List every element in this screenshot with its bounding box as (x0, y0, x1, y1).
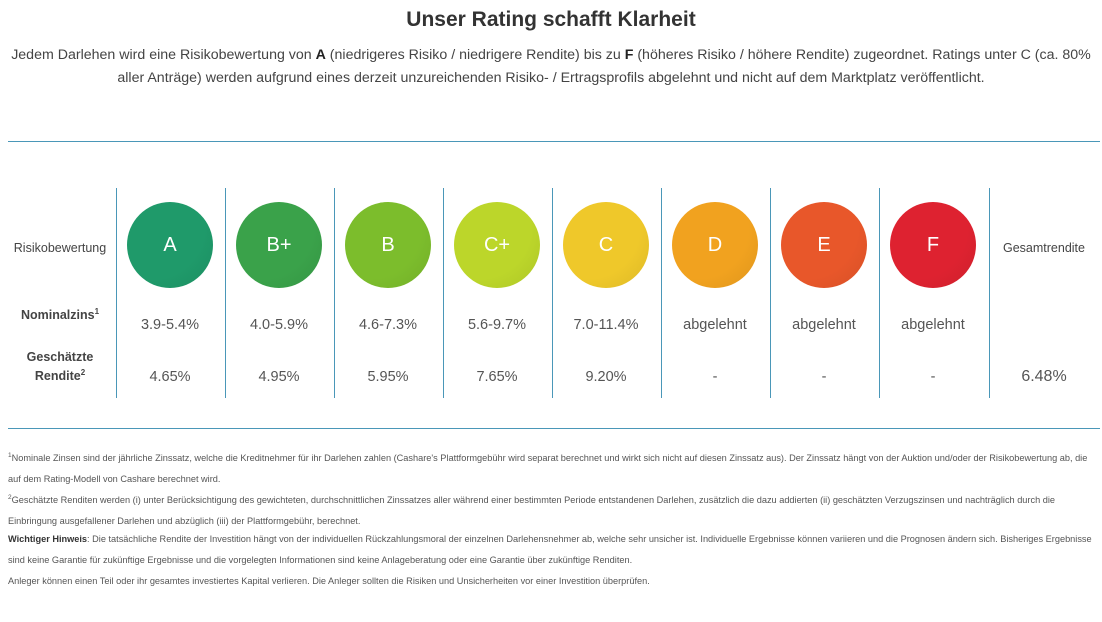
column-divider (225, 188, 226, 398)
estimated-return: - (821, 369, 827, 385)
rating-column: C 7.0-11.4% 9.20% (552, 188, 660, 398)
row-label-nominal: Nominalzins1 (20, 307, 100, 323)
total-return-label: Gesamtrendite (1003, 241, 1085, 255)
column-divider (770, 188, 771, 398)
top-divider (8, 141, 1100, 142)
estimated-return: 4.95% (258, 369, 300, 385)
intro-bold-a: A (315, 47, 326, 63)
footnote-2: 2Geschätzte Renditen werden (i) unter Be… (8, 494, 1055, 527)
nominal-rate: 3.9-5.4% (140, 317, 200, 333)
rating-column: A 3.9-5.4% 4.65% (116, 188, 224, 398)
estimated-return: - (930, 369, 936, 385)
intro-bold-f: F (624, 47, 634, 63)
capital-risk-notice: Anleger können einen Teil oder ihr gesam… (8, 576, 650, 586)
rating-badge: F (890, 202, 976, 288)
bottom-divider (8, 428, 1100, 429)
rating-badge: C (563, 202, 649, 288)
estimated-return: 4.65% (149, 369, 191, 385)
total-return-value: 6.48% (1021, 368, 1067, 385)
estimated-return: 7.65% (476, 369, 518, 385)
nominal-rate: abgelehnt (683, 317, 747, 333)
column-divider (443, 188, 444, 398)
estimated-return: 9.20% (585, 369, 627, 385)
rating-badge: A (127, 202, 213, 288)
rating-badge: E (781, 202, 867, 288)
rating-badge: B (345, 202, 431, 288)
column-divider (661, 188, 662, 398)
row-label-return: Geschätzte Rendite2 (26, 350, 94, 384)
rating-badge: B+ (236, 202, 322, 288)
column-divider (989, 188, 990, 398)
nominal-rate: abgelehnt (901, 317, 965, 333)
nominal-rate: 5.6-9.7% (467, 317, 527, 333)
column-divider (879, 188, 880, 398)
rating-column: C+ 5.6-9.7% 7.65% (443, 188, 551, 398)
estimated-return: - (712, 369, 718, 385)
column-divider (116, 188, 117, 398)
nominal-rate: 4.0-5.9% (249, 317, 309, 333)
column-divider (552, 188, 553, 398)
row-label-risk: Risikobewertung (13, 241, 107, 255)
rating-column: B+ 4.0-5.9% 4.95% (225, 188, 333, 398)
nominal-rate: abgelehnt (792, 317, 856, 333)
rating-badge: C+ (454, 202, 540, 288)
page-title: Unser Rating schafft Klarheit (406, 8, 696, 31)
estimated-return: 5.95% (367, 369, 409, 385)
intro-text: Jedem Darlehen wird eine Risikobewertung… (11, 47, 1091, 86)
column-divider (334, 188, 335, 398)
important-notice: Wichtiger Hinweis: Die tatsächliche Rend… (8, 534, 1092, 565)
nominal-rate: 4.6-7.3% (358, 317, 418, 333)
nominal-rate: 7.0-11.4% (573, 317, 639, 333)
footnote-1: 1Nominale Zinsen sind der jährliche Zins… (8, 452, 1088, 485)
rating-column: B 4.6-7.3% 5.95% (334, 188, 442, 398)
rating-badge: D (672, 202, 758, 288)
